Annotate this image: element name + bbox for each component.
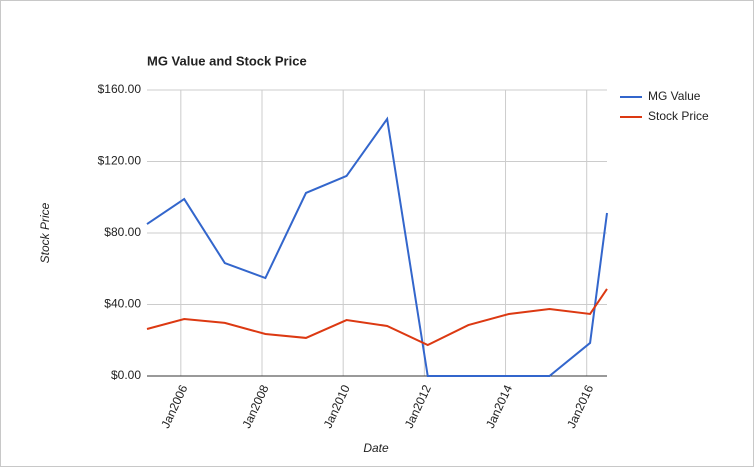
y-tick-label: $40.00 [104,297,141,311]
chart-title: MG Value and Stock Price [147,53,307,68]
y-tick-label: $120.00 [98,154,142,168]
y-axis-label: Stock Price [38,202,52,263]
y-tick-label: $80.00 [104,225,141,239]
y-tick-label: $160.00 [98,82,142,96]
y-tick-label: $0.00 [111,368,141,382]
legend-label: MG Value [648,89,701,103]
legend-label: Stock Price [648,109,709,123]
series-line [146,288,608,347]
x-axis-label: Date [363,441,389,455]
series-line [146,116,608,377]
